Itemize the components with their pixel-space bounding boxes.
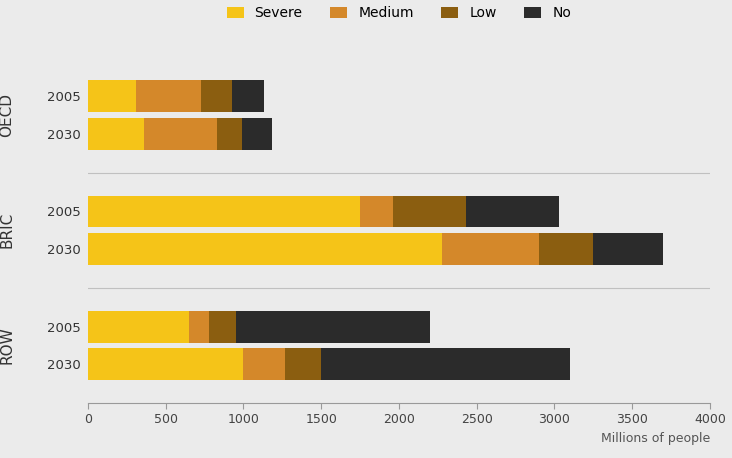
Text: BRIC: BRIC xyxy=(0,212,15,248)
Bar xyxy=(594,233,663,265)
Bar xyxy=(285,348,321,380)
Legend: Severe, Medium, Low, No: Severe, Medium, Low, No xyxy=(227,6,571,20)
Bar xyxy=(217,118,242,149)
Bar xyxy=(360,196,392,227)
Bar xyxy=(232,80,264,112)
Bar xyxy=(88,196,360,227)
Bar xyxy=(321,348,570,380)
Bar xyxy=(88,80,136,112)
Bar xyxy=(209,311,236,343)
Bar xyxy=(201,80,232,112)
Bar xyxy=(442,233,539,265)
Bar xyxy=(88,233,442,265)
Bar xyxy=(88,118,143,149)
Text: OECD: OECD xyxy=(0,93,15,137)
Bar xyxy=(392,196,466,227)
Bar xyxy=(88,311,189,343)
Bar xyxy=(243,348,285,380)
Bar xyxy=(236,311,430,343)
Bar xyxy=(143,118,217,149)
Bar xyxy=(242,118,272,149)
Bar xyxy=(539,233,594,265)
Text: ROW: ROW xyxy=(0,327,15,364)
X-axis label: Millions of people: Millions of people xyxy=(601,432,710,445)
Bar xyxy=(189,311,209,343)
Bar xyxy=(136,80,201,112)
Bar xyxy=(466,196,559,227)
Bar xyxy=(88,348,243,380)
